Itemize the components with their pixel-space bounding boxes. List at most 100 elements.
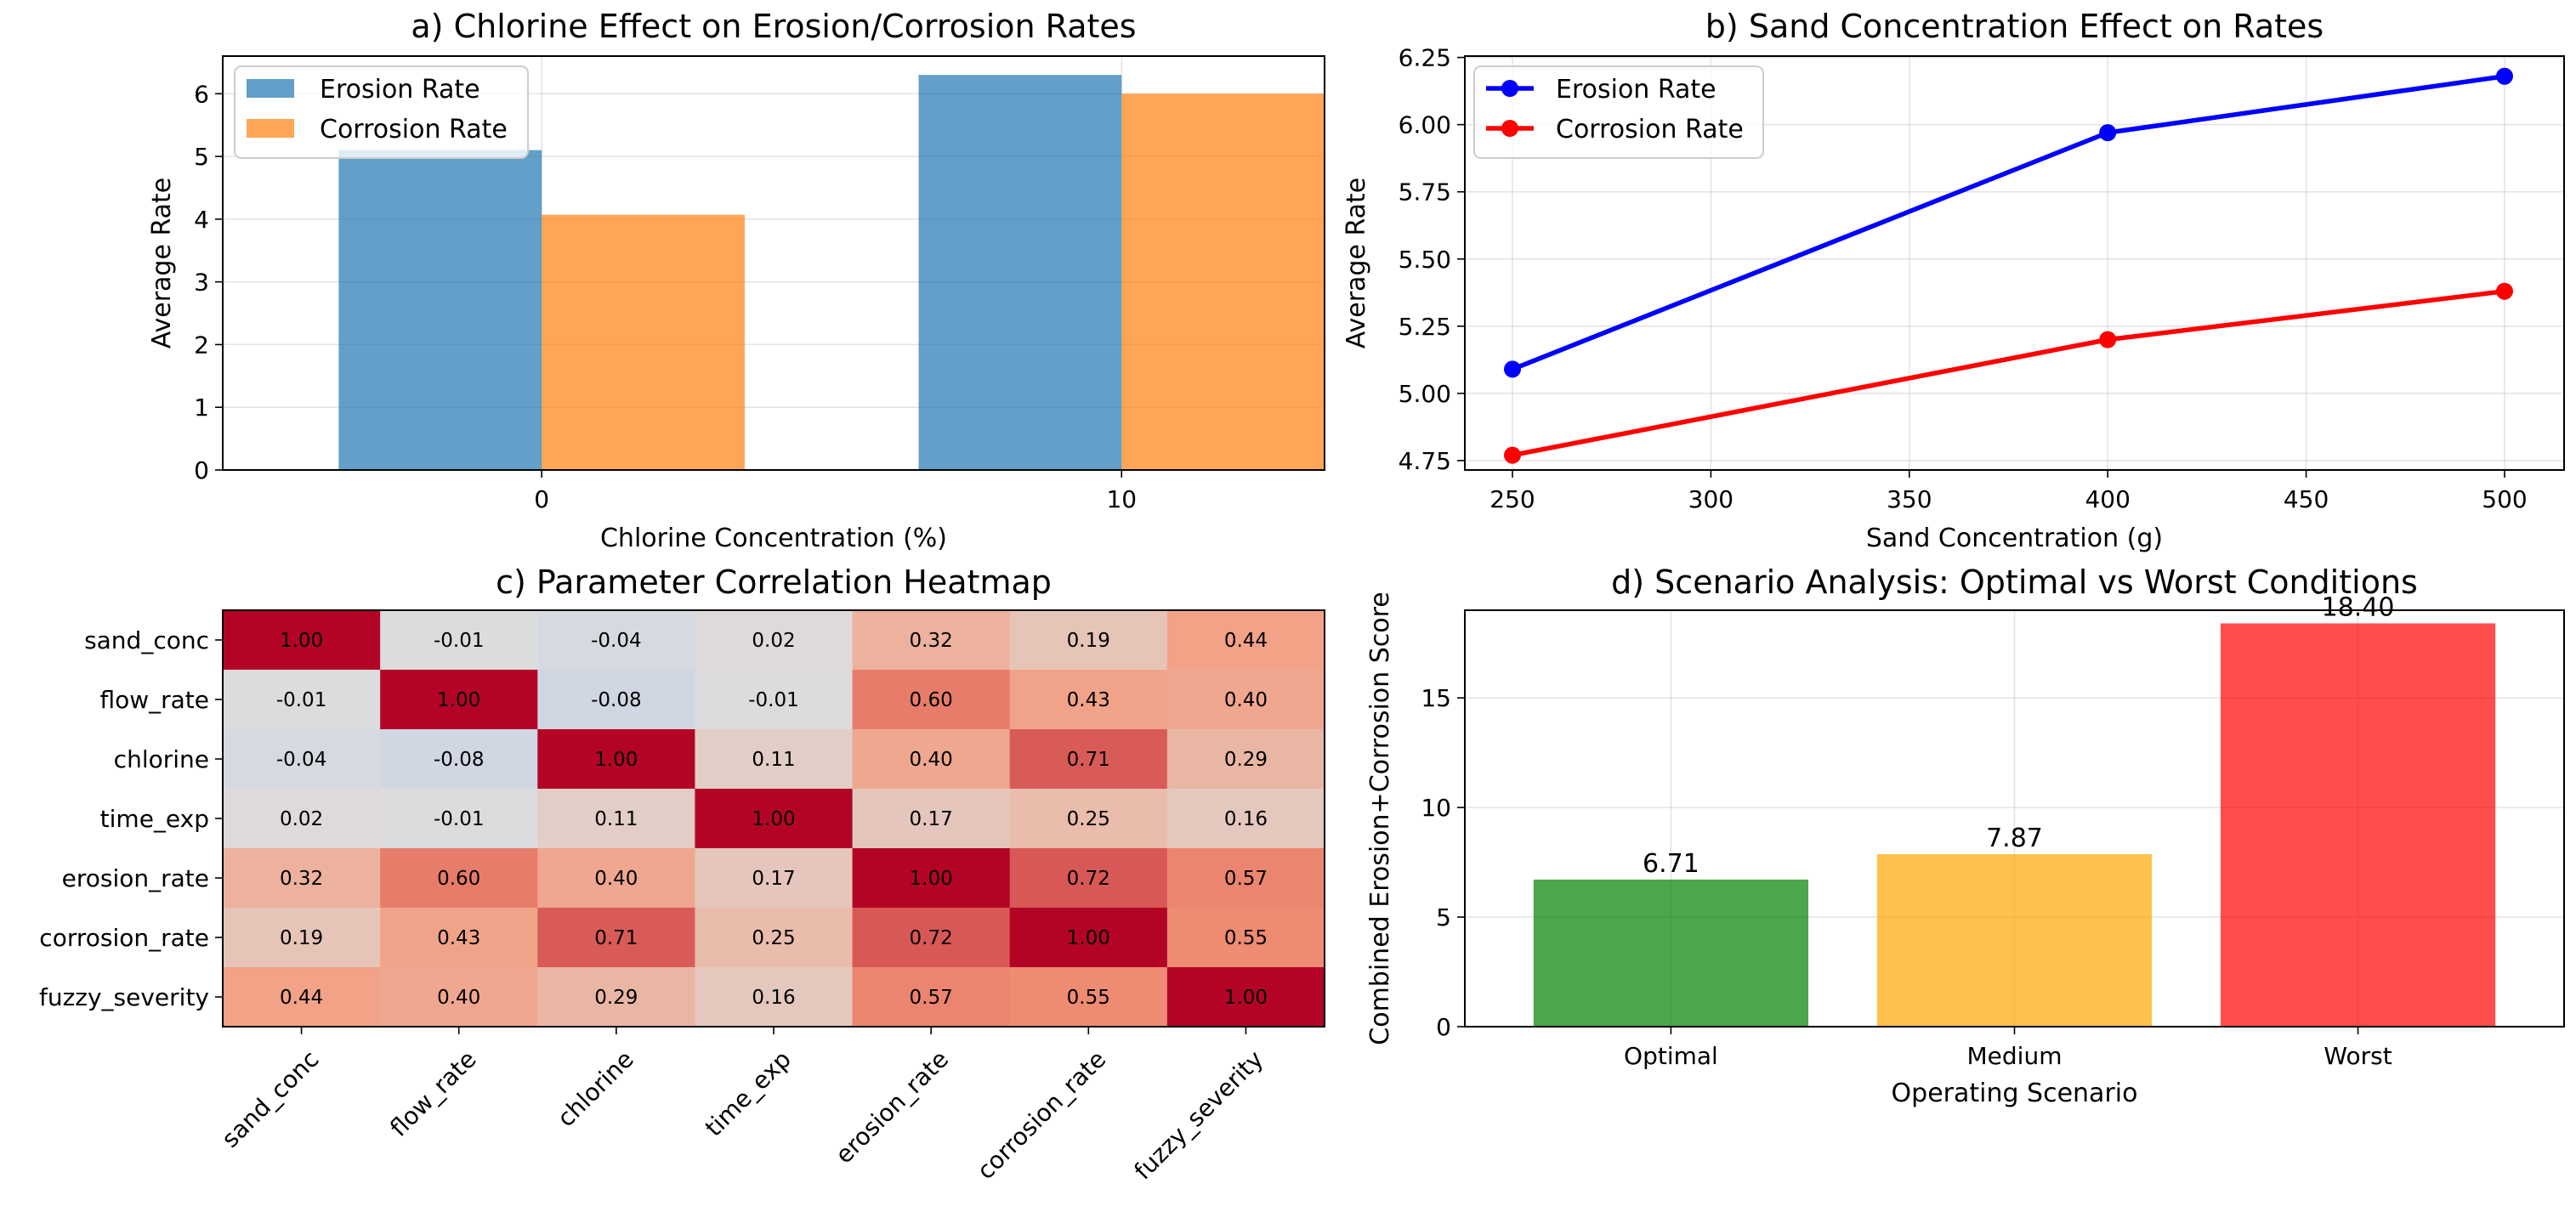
heatmap-cell-value: 0.40	[594, 868, 638, 890]
heatmap-cell-value: 1.00	[1224, 987, 1268, 1009]
plot-frame	[1464, 609, 2565, 1028]
y-tick-label: 6	[194, 80, 209, 108]
heatmap-cell	[537, 967, 695, 1028]
heatmap-frame	[222, 609, 1325, 1028]
heatmap-cell-value: 0.71	[594, 927, 638, 949]
bar-corrosion	[1121, 93, 1325, 470]
heatmap-cell-value: 1.00	[910, 868, 953, 890]
heatmap-cell	[1009, 670, 1168, 730]
heatmap-cell-value: 1.00	[280, 630, 323, 652]
heatmap-cell	[695, 789, 854, 849]
y-tick-label: erosion_rate	[62, 864, 209, 892]
heatmap-cell-value: -0.01	[434, 808, 485, 830]
heatmap-cell-value: 0.29	[1224, 749, 1268, 771]
bar-optimal	[1533, 879, 1809, 1027]
heatmap-cell	[852, 848, 1011, 909]
heatmap-cell-value: 0.55	[1067, 987, 1110, 1009]
panel-d-title: d) Scenario Analysis: Optimal vs Worst C…	[1611, 563, 2418, 601]
panel-c-correlation-heatmap: c) Parameter Correlation Heatmap 1.00 -0.0…	[39, 563, 1325, 1185]
x-axis-label: Operating Scenario	[1892, 1079, 2138, 1108]
heatmap-cell	[223, 967, 381, 1028]
y-tick-label: 5.00	[1399, 380, 1451, 408]
panel-c-title: c) Parameter Correlation Heatmap	[496, 563, 1052, 601]
heatmap-cell	[537, 848, 695, 909]
heatmap-cell-value: 0.57	[1224, 868, 1268, 890]
heatmap-cell-value: 0.02	[280, 808, 323, 830]
y-tick-label: fuzzy_severity	[39, 983, 209, 1011]
heatmap-cell	[852, 729, 1011, 790]
legend-marker	[1501, 80, 1518, 97]
y-tick-label: 6.25	[1399, 44, 1451, 72]
heatmap-cell	[380, 789, 538, 849]
heatmap-cell-value: 0.40	[1224, 689, 1268, 711]
heatmap-cell-value: 0.32	[280, 868, 323, 890]
point-corrosion	[2495, 282, 2513, 300]
heatmap-cell-value: 0.17	[910, 808, 953, 830]
bar-value-label: 6.71	[1643, 849, 1699, 879]
x-tick-label: 350	[1887, 485, 1932, 513]
heatmap-cell	[852, 967, 1011, 1028]
heatmap-cell	[1166, 789, 1325, 849]
legend-label: Corrosion Rate	[1556, 115, 1744, 144]
heatmap-cell	[852, 908, 1011, 968]
y-tick-label: 15	[1421, 684, 1451, 712]
heatmap-cell	[537, 729, 695, 790]
y-tick-label: 10	[1421, 794, 1451, 822]
x-tick-label: Optimal	[1624, 1042, 1718, 1070]
heatmap-cell-value: 0.16	[1224, 808, 1268, 830]
y-tick-label: 4	[194, 206, 209, 234]
heatmap-cell	[1009, 908, 1168, 968]
panel-a-title: a) Chlorine Effect on Erosion/Corrosion …	[411, 8, 1136, 45]
y-tick-label: 5.50	[1399, 246, 1451, 274]
y-tick-label: chlorine	[114, 745, 209, 773]
heatmap-cell	[852, 610, 1011, 671]
heatmap-cell	[1009, 967, 1168, 1028]
y-axis-label: Combined Erosion+Corrosion Score	[1365, 592, 1395, 1045]
heatmap-cell-value: 0.17	[752, 868, 795, 890]
heatmap-cell	[1009, 610, 1168, 671]
heatmap-cell-value: 0.11	[752, 749, 795, 771]
legend-label: Corrosion Rate	[320, 115, 508, 144]
y-tick-label: 2	[194, 331, 209, 359]
heatmap-cell-value: 1.00	[1067, 927, 1110, 949]
x-tick-label: 500	[2482, 485, 2527, 513]
heatmap-cell	[1009, 789, 1168, 849]
bar-corrosion	[542, 214, 745, 470]
heatmap-cell-value: 0.71	[1067, 749, 1110, 771]
heatmap-cell-value: -0.08	[434, 749, 485, 771]
heatmap-cell-value: 0.43	[1067, 689, 1110, 711]
bar-worst	[2220, 623, 2496, 1027]
heatmap-cell	[223, 908, 381, 968]
x-tick-label: 450	[2284, 485, 2329, 513]
y-axis-label: Average Rate	[147, 178, 177, 349]
x-tick-label: Worst	[2324, 1042, 2392, 1070]
y-axis-label: Average Rate	[1342, 178, 1371, 349]
heatmap-cell	[223, 610, 381, 671]
x-tick-label: 250	[1489, 485, 1535, 513]
heatmap-cell-value: 0.60	[437, 868, 480, 890]
heatmap-cell	[380, 908, 538, 968]
panel-b-title: b) Sand Concentration Effect on Rates	[1705, 8, 2324, 45]
heatmap-cell-value: 0.40	[910, 749, 953, 771]
heatmap-cell	[537, 789, 695, 849]
heatmap-cell-value: -0.01	[748, 689, 799, 711]
heatmap-cell	[695, 670, 854, 730]
legend-label: Erosion Rate	[1556, 75, 1716, 105]
x-axis-label: Chlorine Concentration (%)	[600, 524, 947, 553]
legend-box	[234, 65, 529, 159]
panel-d-scenario-bar-chart: d) Scenario Analysis: Optimal vs Worst C…	[1365, 563, 2565, 1108]
x-tick-label: Medium	[1967, 1042, 2063, 1070]
heatmap-cell	[852, 789, 1011, 849]
x-tick-label: 10	[1106, 485, 1137, 513]
y-tick-label: 5	[1436, 903, 1451, 931]
heatmap-cell-value: 1.00	[752, 808, 795, 830]
heatmap-cell	[852, 670, 1011, 730]
heatmap-cell	[1166, 848, 1325, 909]
heatmap-cell-value: -0.08	[591, 689, 642, 711]
heatmap-cell-value: 0.32	[910, 630, 953, 652]
heatmap-cell-value: 0.19	[1067, 630, 1110, 652]
heatmap-cell	[537, 908, 695, 968]
heatmap-cell	[537, 670, 695, 730]
heatmap-cell	[223, 729, 381, 790]
